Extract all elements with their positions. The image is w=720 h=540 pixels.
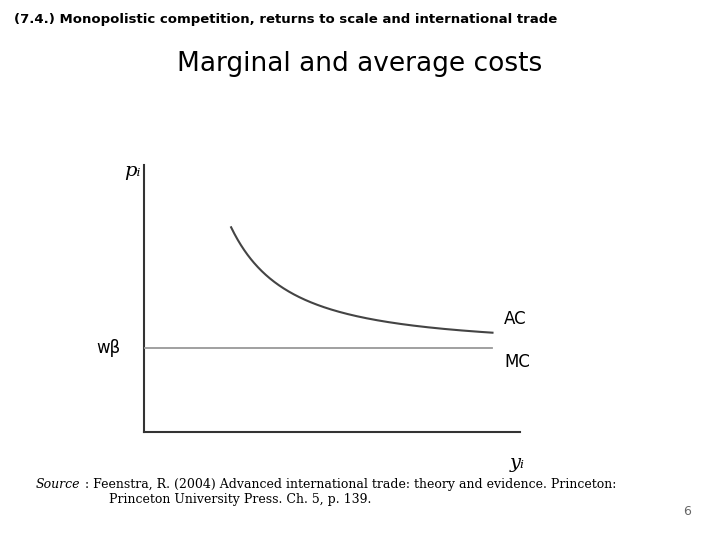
- Text: 6: 6: [683, 505, 691, 518]
- Text: pᵢ: pᵢ: [125, 163, 140, 180]
- Text: (7.4.) Monopolistic competition, returns to scale and international trade: (7.4.) Monopolistic competition, returns…: [14, 14, 558, 26]
- Text: yᵢ: yᵢ: [509, 455, 524, 472]
- Text: AC: AC: [504, 309, 527, 328]
- Text: wβ: wβ: [96, 339, 120, 357]
- Text: Marginal and average costs: Marginal and average costs: [177, 51, 543, 77]
- Text: : Feenstra, R. (2004) Advanced international trade: theory and evidence. Princet: : Feenstra, R. (2004) Advanced internati…: [85, 478, 616, 506]
- Text: Source: Source: [36, 478, 81, 491]
- Text: MC: MC: [504, 353, 530, 371]
